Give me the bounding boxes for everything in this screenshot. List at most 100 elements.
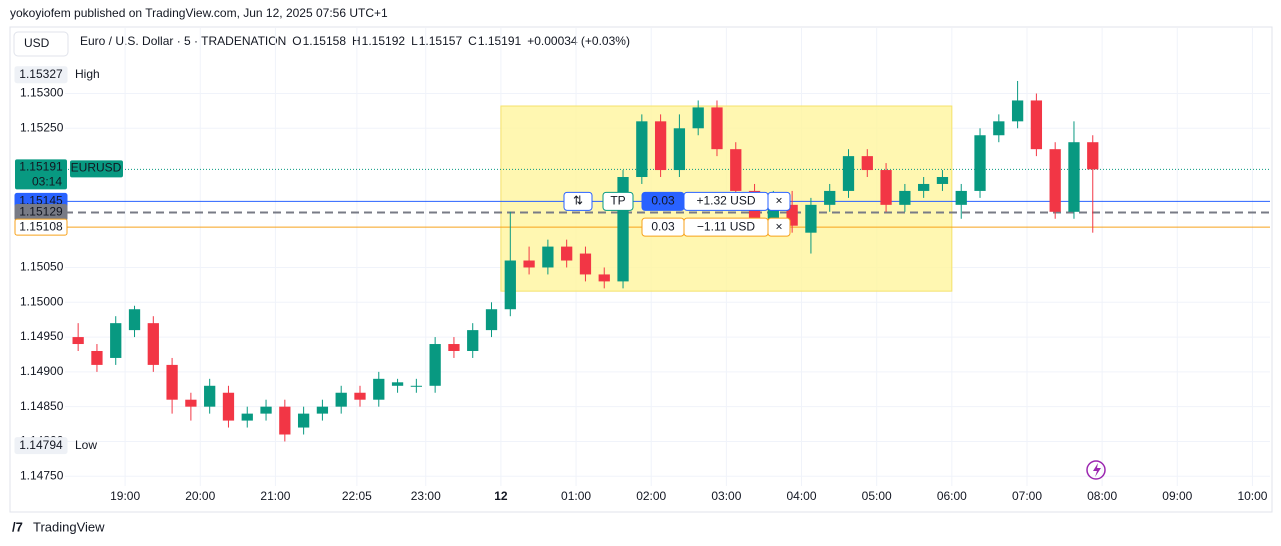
high-price-box — [14, 66, 68, 84]
ohlc-value: 1.15192 — [362, 34, 406, 48]
ohlc-key: L — [411, 34, 418, 48]
high-label: High — [75, 67, 100, 81]
candle-body — [185, 399, 197, 407]
publisher: yokoyiofem published on TradingView.com,… — [10, 6, 388, 20]
sl-qty: 0.03 — [651, 219, 675, 233]
candle-body — [824, 190, 836, 205]
candle-body — [1049, 149, 1061, 212]
tp-label: TP — [610, 194, 625, 208]
x-tick-label: 03:00 — [711, 489, 741, 503]
x-tick-label: 19:00 — [110, 489, 140, 503]
candle-body — [617, 177, 629, 282]
x-tick-label: 23:00 — [411, 489, 441, 503]
candle-body — [410, 385, 422, 387]
low-price: 1.14794 — [19, 438, 63, 452]
candle-body — [91, 350, 103, 365]
candle-body — [899, 190, 911, 205]
y-tick-label: 1.14750 — [20, 468, 64, 482]
x-tick-label: 09:00 — [1162, 489, 1192, 503]
y-tick-label: 1.14900 — [20, 364, 64, 378]
candle-body — [222, 392, 235, 421]
candle-body — [485, 309, 498, 331]
candle-body — [654, 121, 667, 171]
currency-button[interactable] — [13, 31, 69, 57]
y-tick-label: 1.14850 — [20, 399, 64, 413]
candle-body — [880, 170, 892, 205]
y-tick-label: 1.15050 — [20, 260, 64, 274]
level-price: 1.15129 — [19, 205, 63, 219]
tp-close-box[interactable] — [767, 191, 791, 211]
tp-pnl: +1.32 USD — [696, 194, 755, 208]
candle-body — [730, 149, 742, 191]
level-price-box — [14, 218, 68, 236]
symbol: Euro / U.S. Dollar · 5 · TRADENATION — [80, 34, 286, 48]
x-tick-label: 20:00 — [185, 489, 215, 503]
candle-body — [166, 364, 178, 400]
x-tick-label: 02:00 — [636, 489, 666, 503]
ohlc-key: O — [292, 34, 301, 48]
low-price-box — [14, 437, 68, 455]
candle-body — [391, 382, 404, 386]
low-label: Low — [75, 438, 97, 452]
y-tick-label: 1.15000 — [20, 294, 64, 308]
candle-body — [955, 190, 967, 205]
candle-body — [373, 378, 385, 400]
tv-logo: /7 — [12, 519, 23, 534]
reverse-icon: ⇅ — [573, 194, 583, 208]
candle-body — [711, 107, 723, 150]
high-price: 1.15327 — [19, 67, 63, 81]
plot: 1.15300 1.15250 1.15050 1.15000 1.14950 1.149… — [14, 28, 1270, 503]
candle-body — [636, 121, 648, 178]
candle-body — [673, 128, 686, 171]
candle-body — [297, 413, 310, 428]
ohlc-key: C — [468, 34, 477, 48]
candle-body — [429, 344, 441, 386]
legend: Euro / U.S. Dollar · 5 · TRADENATION O 1.1… — [80, 34, 630, 48]
candle-body — [354, 392, 366, 400]
candle-body — [767, 204, 779, 219]
tp-label-box[interactable] — [602, 191, 634, 211]
ohlc-value: 1.15158 — [303, 34, 347, 48]
x-tick-label: 05:00 — [862, 489, 892, 503]
ohlc-value: 1.15191 — [478, 34, 522, 48]
candle-body — [936, 177, 949, 184]
candle-body — [542, 246, 554, 268]
x-tick-label: 21:00 — [260, 489, 290, 503]
change: +0.00034 (+0.03%) — [527, 34, 630, 48]
candle-body — [1068, 142, 1080, 212]
candle-body — [805, 204, 817, 233]
x-tick-label: 08:00 — [1087, 489, 1117, 503]
x-tick-label: 12 — [494, 489, 508, 503]
close-icon: × — [775, 194, 782, 208]
level-price: 1.15108 — [19, 219, 63, 233]
candle-body — [579, 253, 592, 275]
candle-body — [467, 330, 479, 351]
candle-body — [842, 156, 855, 191]
x-tick-label: 22:05 — [342, 489, 372, 503]
panel — [9, 26, 1273, 513]
candle-body — [316, 406, 329, 414]
sl-close-box[interactable] — [767, 217, 791, 237]
candle-body — [110, 323, 122, 358]
candle-body — [1011, 100, 1024, 122]
y-tick-label: 1.15300 — [20, 86, 64, 100]
x-tick-label: 07:00 — [1012, 489, 1042, 503]
alert-icon[interactable] — [1086, 460, 1106, 480]
candle-body — [1030, 100, 1043, 150]
x-tick-label: 06:00 — [937, 489, 967, 503]
candle-body — [861, 156, 873, 171]
tp-qty: 0.03 — [651, 194, 675, 208]
candle-body — [993, 121, 1005, 136]
candle-body — [523, 260, 535, 268]
candle-body — [260, 406, 272, 414]
candle-body — [692, 107, 704, 129]
symbol-tag-box — [70, 160, 123, 178]
candle-body — [335, 392, 347, 407]
countdown: 03:14 — [32, 175, 62, 189]
reverse-button-box[interactable] — [563, 191, 593, 211]
candle-body — [128, 309, 141, 331]
candle-body — [561, 246, 573, 261]
alert-bolt — [1093, 463, 1101, 477]
last-price: 1.15191 — [19, 160, 63, 174]
candle-body — [241, 413, 253, 421]
